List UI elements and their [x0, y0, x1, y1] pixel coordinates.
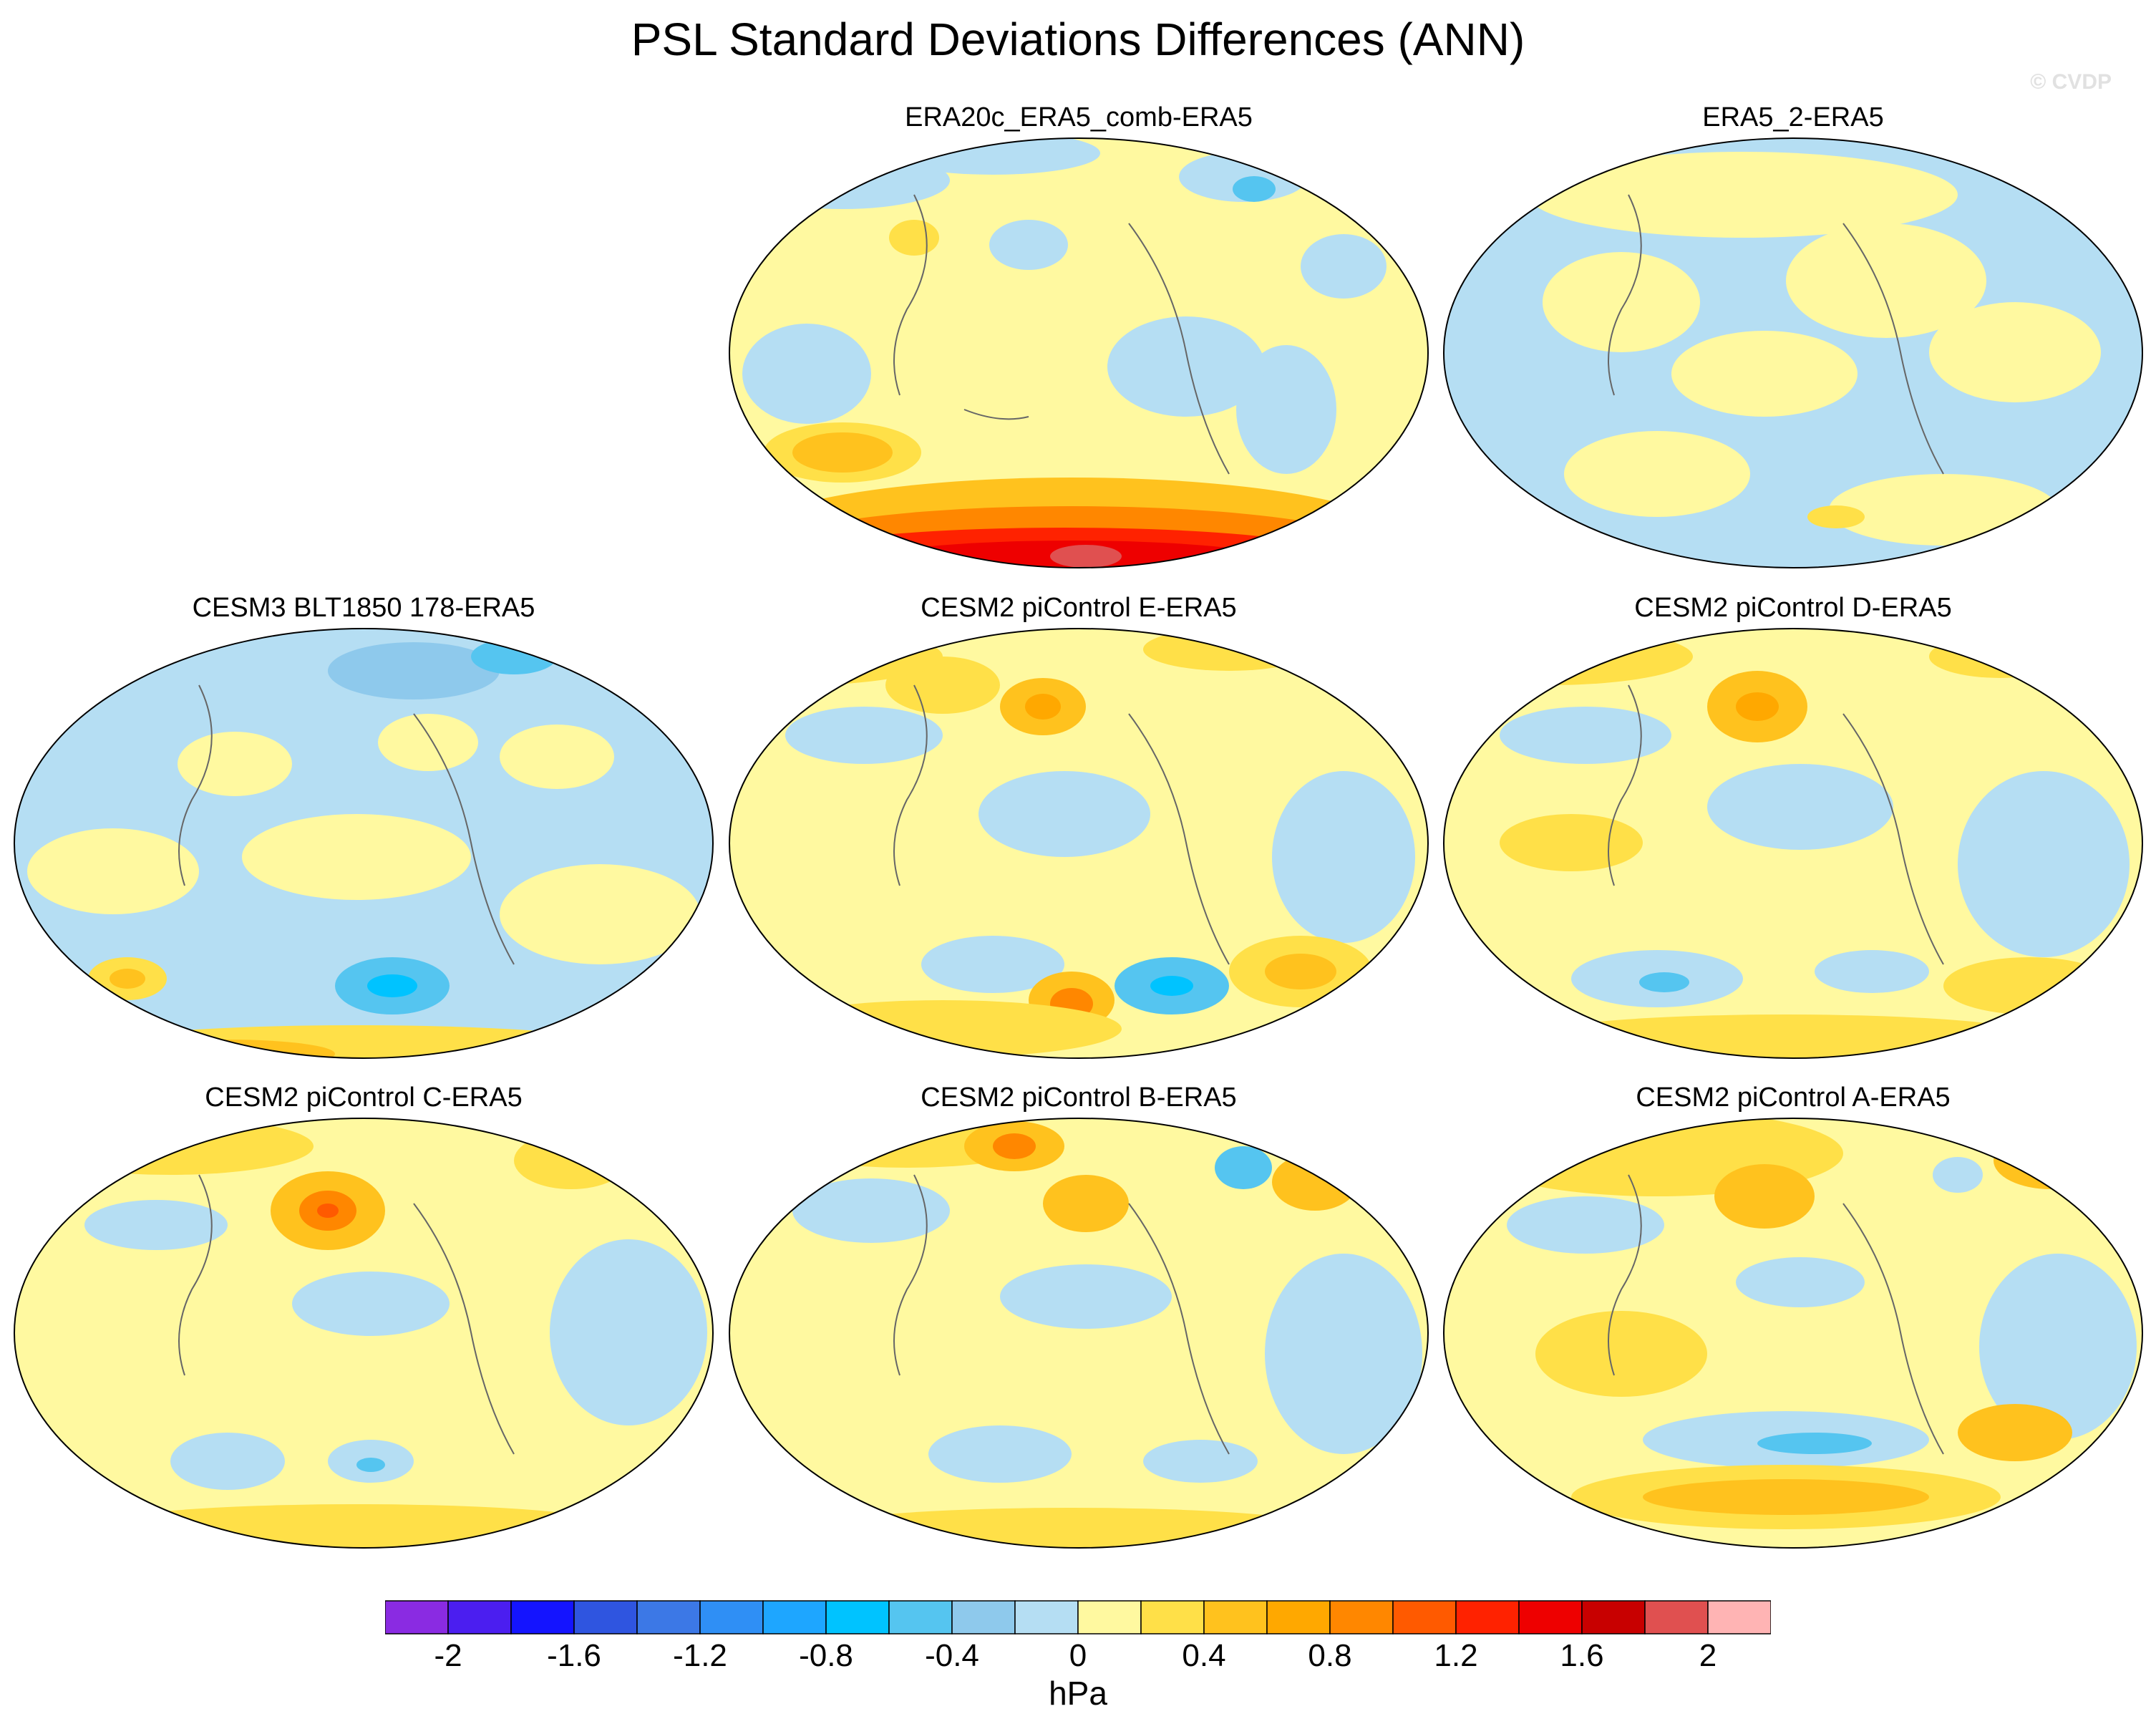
panel-title-cesm2-a: CESM2 piControl A-ERA5 — [1636, 1083, 1951, 1113]
map-cesm2-b — [729, 1118, 1429, 1549]
panel-title-era5-2: ERA5_2-ERA5 — [1702, 102, 1884, 132]
panel-title-cesm3-blt1850: CESM3 BLT1850 178-ERA5 — [192, 593, 535, 623]
colorbar-box — [636, 1600, 701, 1634]
colorbar-box — [447, 1600, 512, 1634]
figure-title: PSL Standard Deviations Differences (ANN… — [631, 14, 1525, 65]
colorbar-box — [1644, 1600, 1709, 1634]
map-cesm2-a — [1443, 1118, 2143, 1549]
colorbar-box — [762, 1600, 827, 1634]
colorbar-box — [1518, 1600, 1583, 1634]
panel-title-cesm2-e: CESM2 piControl E-ERA5 — [921, 593, 1237, 623]
colorbar-tick-label: 1.6 — [1560, 1638, 1604, 1673]
colorbar-box — [825, 1600, 890, 1634]
colorbar — [385, 1600, 1771, 1634]
panel-title-cesm2-b: CESM2 piControl B-ERA5 — [921, 1083, 1237, 1113]
colorbar-tick-label: 0 — [1069, 1638, 1087, 1673]
colorbar-box — [1329, 1600, 1394, 1634]
colorbar-tick-label: 2 — [1699, 1638, 1717, 1673]
colorbar-tick-label: -1.2 — [673, 1638, 727, 1673]
colorbar-unit: hPa — [1049, 1675, 1107, 1712]
panel-title-cesm2-d: CESM2 piControl D-ERA5 — [1634, 593, 1952, 623]
colorbar-box — [888, 1600, 953, 1634]
map-cesm2-c — [14, 1118, 714, 1549]
map-cesm2-e — [729, 628, 1429, 1059]
colorbar-box — [1014, 1600, 1079, 1634]
colorbar-box — [951, 1600, 1016, 1634]
map-cesm3-blt1850 — [14, 628, 714, 1059]
colorbar-box — [385, 1600, 449, 1634]
colorbar-tick-label: -1.6 — [547, 1638, 601, 1673]
colorbar-tick-label: 1.2 — [1434, 1638, 1478, 1673]
colorbar-box — [1140, 1600, 1205, 1634]
map-era20c — [729, 137, 1429, 568]
colorbar-tick-label: -2 — [434, 1638, 462, 1673]
colorbar-box — [1581, 1600, 1646, 1634]
colorbar-tick-label: 0.4 — [1182, 1638, 1226, 1673]
map-cesm2-d — [1443, 628, 2143, 1059]
colorbar-box — [1077, 1600, 1142, 1634]
colorbar-box — [510, 1600, 575, 1634]
panel-title-era20c: ERA20c_ERA5_comb-ERA5 — [905, 102, 1253, 132]
map-era5-2 — [1443, 137, 2143, 568]
colorbar-box — [1392, 1600, 1457, 1634]
colorbar-box — [1203, 1600, 1268, 1634]
colorbar-box — [573, 1600, 638, 1634]
colorbar-box — [699, 1600, 764, 1634]
colorbar-tick-label: -0.8 — [799, 1638, 853, 1673]
colorbar-box — [1707, 1600, 1771, 1634]
colorbar-tick-label: -0.4 — [925, 1638, 979, 1673]
panel-title-cesm2-c: CESM2 piControl C-ERA5 — [205, 1083, 523, 1113]
cvdp-credit: © CVDP — [2030, 70, 2112, 94]
colorbar-box — [1266, 1600, 1331, 1634]
colorbar-tick-label: 0.8 — [1308, 1638, 1352, 1673]
colorbar-box — [1455, 1600, 1520, 1634]
